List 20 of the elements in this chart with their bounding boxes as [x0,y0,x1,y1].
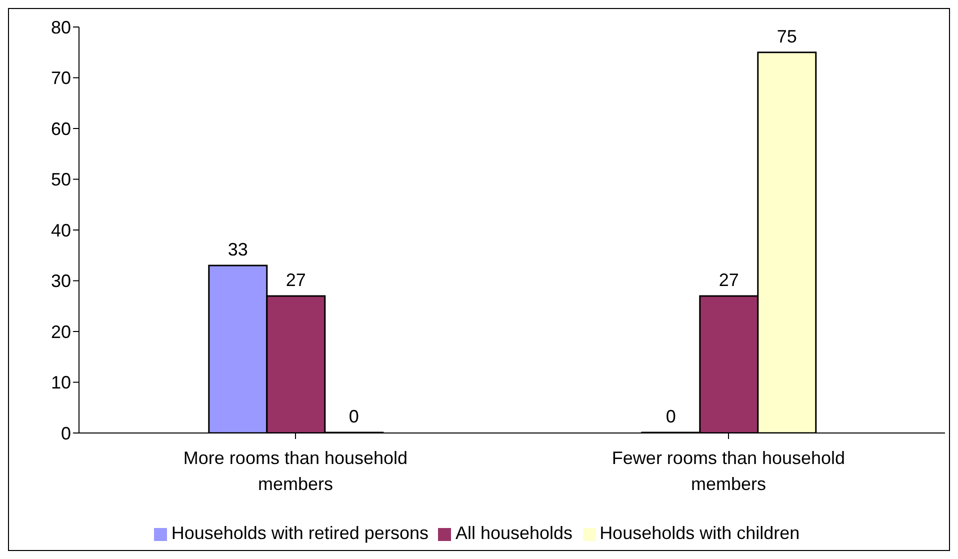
y-tick-label: 50 [50,170,71,190]
data-label: 75 [776,26,797,46]
legend-label: Households with children [600,523,800,543]
y-tick-label: 80 [50,17,71,38]
y-tick-label: 20 [50,322,71,342]
x-tick-label: More rooms than household members [183,448,408,494]
data-label: 0 [666,406,676,426]
data-label: 0 [348,406,359,426]
y-tick-label: 70 [50,68,71,88]
data-label: 33 [228,240,248,260]
data-label: 27 [718,270,739,290]
y-tick-label: 30 [50,271,71,292]
y-tick-label: 40 [50,220,71,240]
x-tick-label: Fewer rooms than household members [612,448,846,494]
data-label: 27 [286,270,306,290]
y-tick-label: 60 [50,118,71,139]
y-tick-label: 10 [50,372,71,393]
y-tick-label: 0 [60,423,71,444]
legend-label: Households with retired persons [171,523,428,543]
legend-label: All households [455,523,573,543]
